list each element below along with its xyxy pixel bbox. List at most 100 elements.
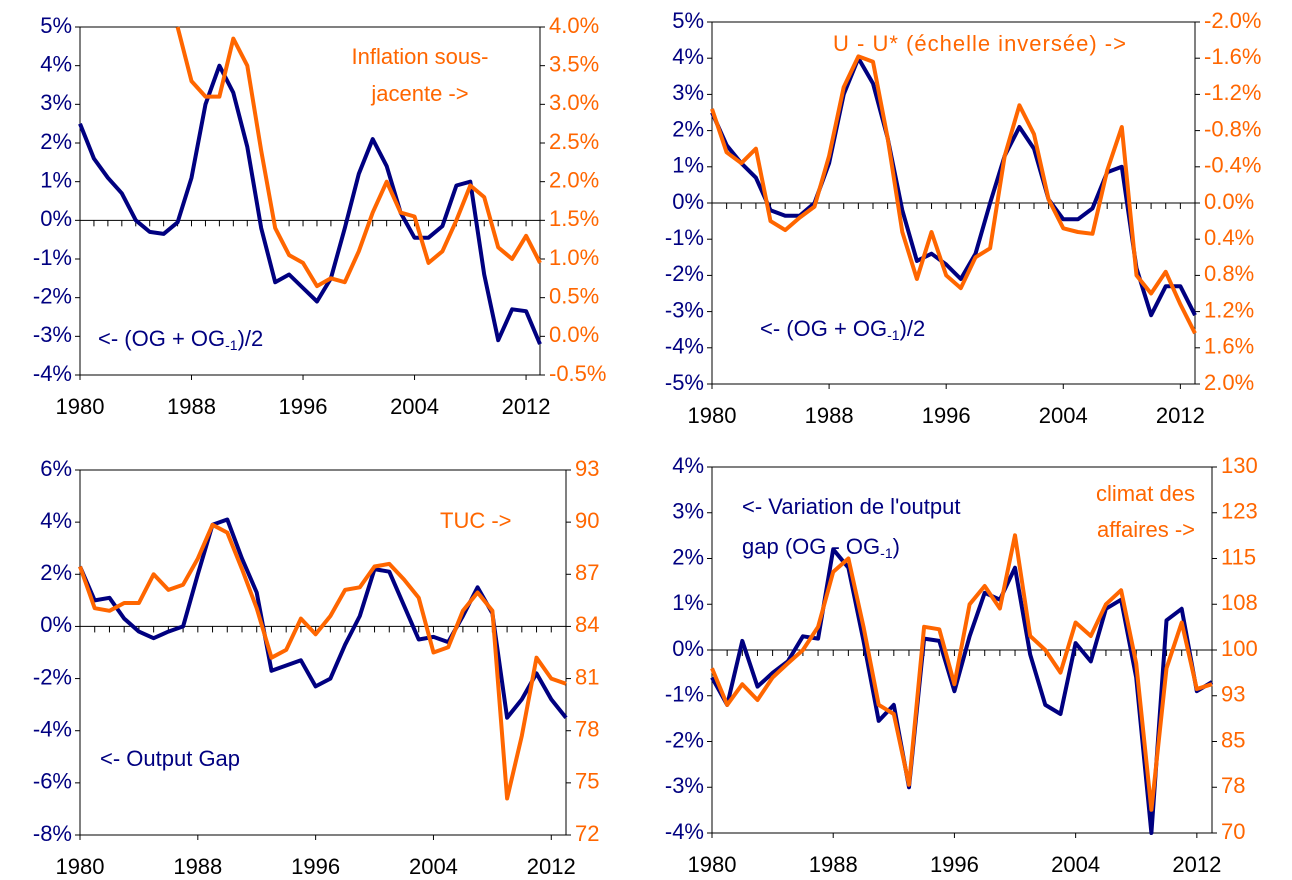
annotation: <- Output Gap (100, 746, 240, 771)
chart-panel: -4% -3% -2% -1% 0% 1% 2% 3% 4% 70 78 85 93 100 108 115 1… (665, 453, 1258, 877)
y-tick-label: 2% (40, 560, 72, 585)
series-line (78, 63, 542, 345)
y2-tick-label: -0.8% (1204, 116, 1261, 141)
y-tick-label: -3% (33, 322, 72, 347)
x-tick-label: 1988 (805, 403, 854, 428)
y2-tick-label: 0.8% (1204, 261, 1254, 286)
y2-tick-label: 0.5% (549, 283, 599, 308)
annotation: <- Variation de l'output (742, 494, 960, 519)
y2-tick-label: -0.4% (1204, 153, 1261, 178)
series-line (175, 26, 542, 289)
chart-panel: -4% -3% -2% -1% 0% 1% 2% 3% 4% 5% -0.5% 0.0% 0.5% 1.0… (33, 13, 607, 419)
y2-tick-label: 100 (1221, 636, 1258, 661)
y2-tick-label: 81 (575, 664, 599, 689)
x-tick-label: 2012 (527, 854, 576, 879)
y2-tick-label: 93 (1221, 682, 1245, 707)
annotation-subscript: -1 (887, 327, 900, 343)
y-tick-label: 3% (672, 80, 704, 105)
y2-tick-label: 115 (1221, 544, 1256, 569)
y-tick-label: -1% (33, 245, 72, 270)
y2-tick-label: 90 (575, 508, 599, 533)
y2-tick-label: 85 (1221, 727, 1245, 752)
y2-tick-label: 130 (1221, 453, 1258, 478)
y2-tick-label: -1.6% (1204, 44, 1261, 69)
y-tick-label: 0% (672, 636, 704, 661)
x-tick-label: 2012 (1172, 852, 1221, 877)
y-tick-label: -4% (665, 334, 704, 359)
y2-tick-label: 84 (575, 612, 599, 637)
y-tick-label: 2% (672, 116, 704, 141)
y2-tick-label: 2.0% (1204, 370, 1254, 395)
y2-tick-label: 123 (1221, 499, 1258, 524)
x-tick-label: 2004 (1039, 403, 1088, 428)
y-tick-label: 1% (40, 167, 72, 192)
annotation: gap (OG - OG-1) (742, 534, 900, 561)
y-tick-label: 4% (40, 508, 72, 533)
chart-panel: -8% -6% -4% -2% 0% 2% 4% 6% 72 75 78 81 84 87 90 93 1980… (33, 456, 600, 879)
y-tick-label: 5% (672, 8, 704, 33)
y-tick-label: -8% (33, 821, 72, 846)
series-line (710, 547, 1214, 835)
y2-tick-label: 1.2% (1204, 297, 1254, 322)
y2-tick-label: 0.0% (549, 322, 599, 347)
y-tick-label: -2% (33, 283, 72, 308)
y-tick-label: -3% (665, 773, 704, 798)
x-tick-label: 1980 (56, 854, 105, 879)
annotation: <- (OG + OG-1)/2 (760, 316, 925, 343)
series-line (710, 56, 1197, 318)
y-tick-label: 6% (40, 456, 72, 481)
y-tick-label: 0% (40, 612, 72, 637)
x-tick-label: 1996 (291, 854, 340, 879)
x-tick-label: 2004 (409, 854, 458, 879)
y2-tick-label: 2.0% (549, 167, 599, 192)
y2-tick-label: 70 (1221, 819, 1245, 844)
annotation: jacente -> (370, 81, 468, 106)
annotation: affaires -> (1097, 517, 1195, 542)
annotation-part: gap (OG - OG (742, 534, 880, 559)
y-tick-label: -2% (665, 261, 704, 286)
annotation: U - U* (échelle inversée) -> (833, 31, 1127, 56)
y-tick-label: -1% (665, 682, 704, 707)
y-tick-label: 0% (40, 206, 72, 231)
annotation-part: <- (OG + OG (98, 326, 225, 351)
x-tick-label: 1996 (930, 852, 979, 877)
x-tick-label: 2012 (502, 394, 551, 419)
chart-panel: -5% -4% -3% -2% -1% 0% 1% 2% 3% 4% 5% -2.0% -1.6% -1.… (665, 8, 1262, 428)
x-tick-label: 1996 (279, 394, 328, 419)
y2-tick-label: -2.0% (1204, 8, 1261, 33)
y-tick-label: 1% (672, 590, 704, 615)
y2-tick-label: -0.5% (549, 361, 606, 386)
y2-tick-label: 87 (575, 560, 599, 585)
plot-frame (79, 26, 541, 376)
x-tick-label: 2004 (390, 394, 439, 419)
annotation: TUC -> (440, 508, 512, 533)
x-tick-label: 2012 (1156, 403, 1205, 428)
y-tick-label: 4% (40, 51, 72, 76)
y-tick-label: 3% (672, 499, 704, 524)
y-tick-label: -3% (665, 297, 704, 322)
y-tick-label: 1% (672, 153, 704, 178)
y-tick-label: -2% (33, 664, 72, 689)
y-tick-label: -4% (33, 717, 72, 742)
x-tick-label: 1988 (167, 394, 216, 419)
y2-tick-label: 93 (575, 456, 599, 481)
y2-tick-label: 78 (575, 717, 599, 742)
y2-tick-label: 1.6% (1204, 334, 1254, 359)
series-line (710, 533, 1213, 812)
y-tick-label: 0% (672, 189, 704, 214)
y2-tick-label: 78 (1221, 773, 1245, 798)
y-tick-label: -6% (33, 769, 72, 794)
annotation-subscript: -1 (880, 545, 893, 561)
series-line (78, 522, 567, 801)
annotation: <- (OG + OG-1)/2 (98, 326, 263, 353)
x-tick-label: 1980 (56, 394, 105, 419)
y-tick-label: -1% (665, 225, 704, 250)
annotation-part: <- (OG + OG (760, 316, 887, 341)
annotation-part: )/2 (900, 316, 926, 341)
x-tick-label: 2004 (1051, 852, 1100, 877)
x-tick-label: 1980 (688, 403, 737, 428)
y-tick-label: 3% (40, 90, 72, 115)
y2-tick-label: 3.0% (549, 90, 599, 115)
y-tick-label: 5% (40, 13, 72, 38)
x-tick-label: 1980 (688, 852, 737, 877)
